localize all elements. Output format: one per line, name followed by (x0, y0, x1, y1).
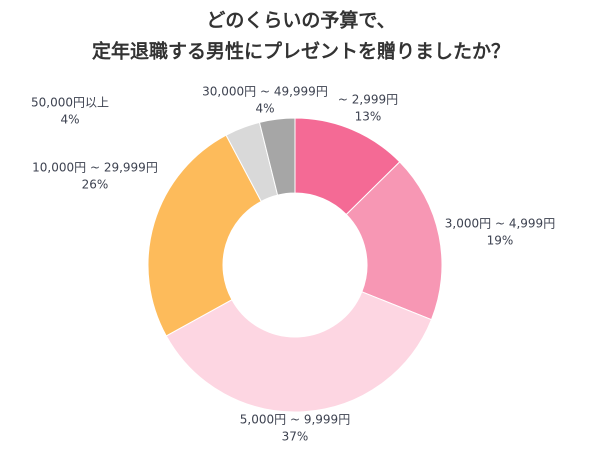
slice-label: ~ 2,999円 (338, 93, 398, 107)
slice-value-label: 19% (487, 234, 514, 248)
slice-label: 3,000円 ~ 4,999円 (445, 217, 555, 231)
donut-slice (258, 117, 296, 196)
slice-label: 5,000円 ~ 9,999円 (240, 413, 350, 427)
slice-value-label: 4% (60, 113, 79, 127)
slice-label: 10,000円 ~ 29,999円 (32, 161, 158, 175)
slice-value-label: 13% (355, 110, 382, 124)
chart-title: 定年退職する男性にプレゼントを贈りましたか？ (92, 40, 510, 63)
donut-slice (165, 291, 433, 413)
donut-slice (147, 134, 262, 337)
slice-label: 30,000円 ~ 49,999円 (202, 85, 328, 99)
slice-value-label: 37% (282, 430, 309, 444)
chart-title: どのくらいの予算で、 (206, 9, 395, 32)
donut-slice (345, 161, 443, 321)
slice-value-label: 26% (82, 178, 109, 192)
slice-value-label: 4% (255, 102, 274, 116)
slice-label: 50,000円以上 (31, 96, 109, 110)
